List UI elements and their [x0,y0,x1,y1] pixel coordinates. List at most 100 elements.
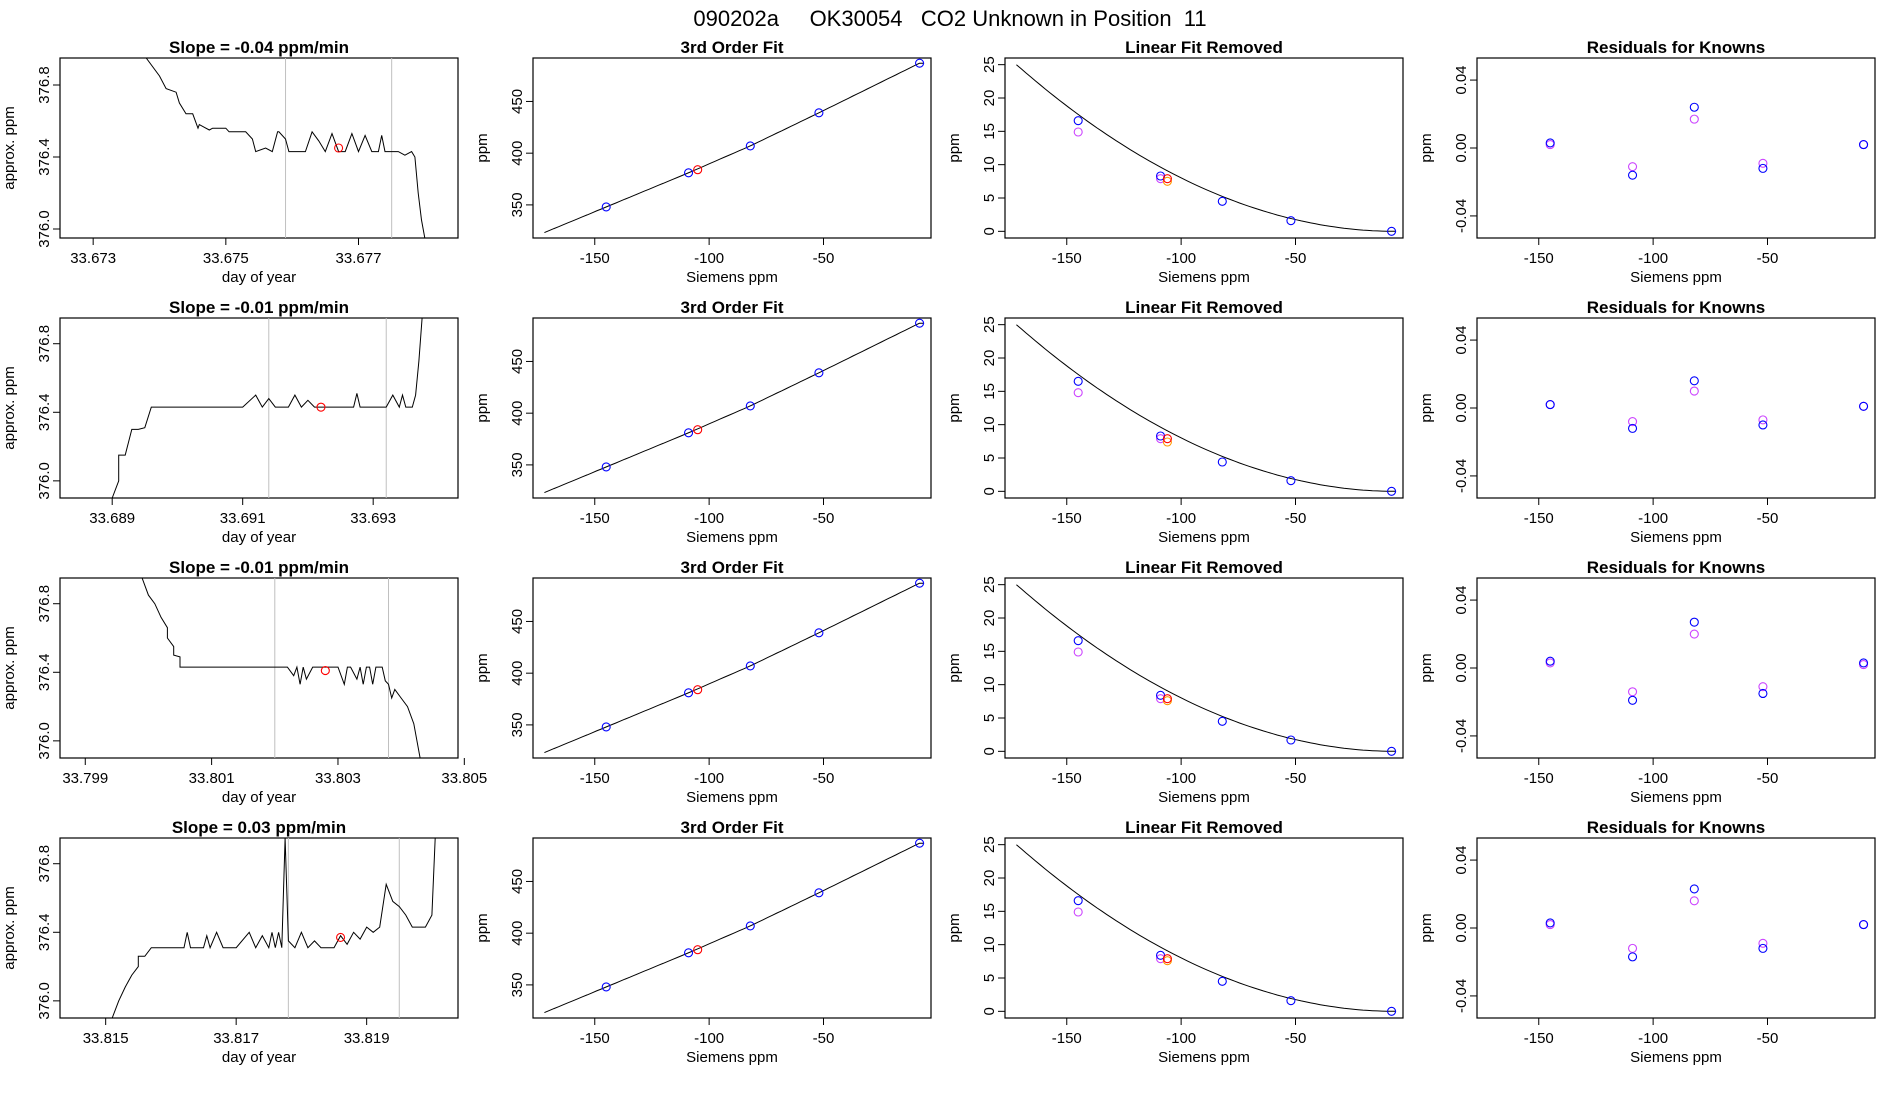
panel-grid: Slope = -0.04 ppm/min 33.673 33.675 33.677 3… [1,38,1876,1066]
known-point [814,108,824,118]
y-tick-label: 25 [981,316,998,333]
y-tick-label: 450 [509,89,526,114]
x-tick-label: -100 [1638,510,1668,527]
x-axis-label: Siemens ppm [1630,789,1722,806]
fit-curve [544,842,925,1014]
series-line [141,578,421,758]
plot-area [1016,324,1397,496]
plot-area [141,578,421,758]
known-point [683,168,694,178]
unknown-point [693,165,703,175]
known-point [1387,226,1397,236]
known-point [1859,658,1869,668]
unknown-point [1162,694,1172,704]
known-point [1387,486,1397,496]
plot-area [145,58,426,238]
known-point [745,661,755,671]
known-point [601,462,611,472]
known-point [1627,952,1638,962]
plot-frame [1476,57,1876,239]
known-point [1758,420,1768,430]
panel-title: Residuals for Knowns [1587,558,1766,577]
known-point [1286,216,1296,226]
panel-3-4: Residuals for Knowns -150 -100 -50 -0.04 0.00… [1418,558,1876,806]
panel-1-2: 3rd Order Fit -150 -100 -50 350 400 450 Siemens… [474,38,932,286]
y-axis-label: ppm [474,913,491,942]
panel-title: Slope = 0.03 ppm/min [172,818,346,837]
known-point [1217,196,1227,206]
fit-curve [544,322,925,494]
y-tick-label: 10 [981,936,998,953]
y-tick-label: 0.00 [1453,133,1470,162]
x-tick-label: 33.817 [213,1030,259,1047]
y-tick-label: 376.8 [36,325,53,363]
plot-frame [1476,837,1876,1019]
y-tick-label: 0.00 [1453,913,1470,942]
y-tick-label: 400 [509,401,526,426]
known-point [1859,140,1869,150]
x-tick-label: -100 [1166,250,1196,267]
plot-area [111,838,436,1018]
known-point [1689,102,1699,112]
fit-curve [544,62,925,234]
plot-frame [1476,577,1876,759]
plot-frame [532,317,932,499]
known-point [1689,376,1699,386]
x-axis-label: Siemens ppm [686,529,778,546]
x-tick-label: 33.801 [189,770,235,787]
unknown-point [693,425,703,435]
y-tick-label: 376.0 [36,462,53,500]
fit-curve [544,582,925,754]
y-tick-label: 350 [509,192,526,217]
y-axis-label: ppm [1418,133,1435,162]
panel-title: Residuals for Knowns [1587,818,1766,837]
y-tick-label: 376.0 [36,210,53,248]
x-tick-label: -100 [694,250,724,267]
known-point [1689,617,1699,627]
panel-title: 3rd Order Fit [681,298,784,317]
known-point [1073,376,1083,386]
known-point [683,428,694,438]
y-axis-label: ppm [946,133,963,162]
plot-frame [59,837,459,1019]
y-tick-label: 376.0 [36,722,53,760]
x-tick-label: -150 [1524,250,1554,267]
panel-title: Residuals for Knowns [1587,298,1766,317]
plot-frame [1004,57,1404,239]
y-tick-label: 15 [981,643,998,660]
plot-area [544,578,925,754]
y-tick-label: 15 [981,123,998,140]
x-tick-label: -50 [813,510,835,527]
y-axis-label: ppm [946,913,963,942]
x-tick-label: -150 [580,1030,610,1047]
plot-area [111,318,423,498]
known-point [745,401,755,411]
x-tick-label: -50 [1757,510,1779,527]
y-tick-label: 25 [981,576,998,593]
x-tick-label: -150 [1052,250,1082,267]
y-tick-label: 5 [981,974,998,982]
known-point-alt [1073,388,1083,398]
unknown-point [1162,174,1172,184]
y-axis-label: approx. ppm [1,366,18,449]
y-axis-label: ppm [474,393,491,422]
y-tick-label: 400 [509,141,526,166]
x-tick-label: -150 [580,250,610,267]
known-point [601,722,611,732]
y-tick-label: 376.8 [36,585,53,623]
x-tick-label: -50 [813,1030,835,1047]
known-point-alt [1627,162,1638,172]
panel-2-4: Residuals for Knowns -150 -100 -50 -0.04 0.00… [1418,298,1876,546]
x-tick-label: -150 [1524,1030,1554,1047]
y-axis-label: approx. ppm [1,106,18,189]
y-axis-label: ppm [1418,653,1435,682]
known-point-alt [1627,687,1638,697]
x-tick-label: -150 [1052,770,1082,787]
x-tick-label: -50 [1285,510,1307,527]
y-tick-label: 0 [981,227,998,235]
x-tick-label: -50 [1285,1030,1307,1047]
known-point-alt [1073,907,1083,917]
plot-area [1545,617,1869,705]
x-axis-label: Siemens ppm [1158,269,1250,286]
